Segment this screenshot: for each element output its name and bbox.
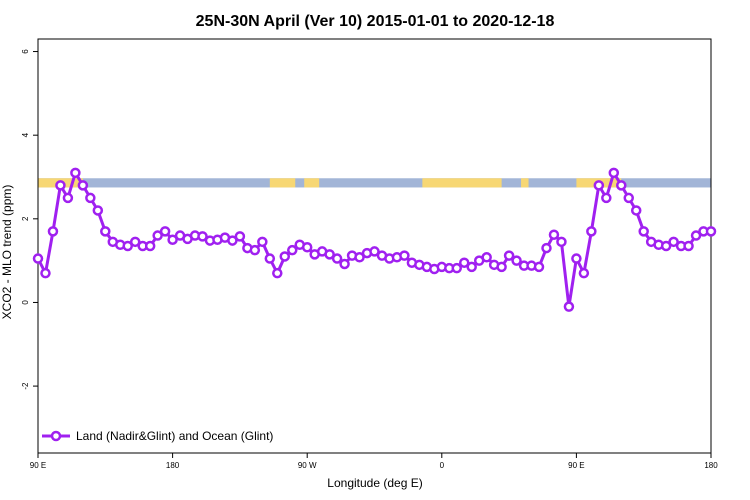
y-tick-label: 6 — [21, 49, 30, 54]
series-layer — [32, 167, 717, 312]
y-axis-label: XCO2 - MLO trend (ppm) — [0, 185, 14, 320]
data-point — [399, 250, 410, 261]
data-point — [324, 249, 335, 260]
data-point — [586, 226, 597, 237]
data-point — [578, 267, 590, 279]
data-point — [62, 192, 74, 204]
data-point — [608, 167, 620, 179]
legend-series-label: Land (Nadir&Glint) and Ocean (Glint) — [76, 429, 273, 443]
legend: Land (Nadir&Glint) and Ocean (Glint) — [42, 429, 273, 443]
data-point — [152, 230, 163, 241]
x-tick-label: 0 — [440, 461, 445, 470]
data-point — [197, 231, 208, 242]
y-tick-label: -2 — [21, 382, 30, 390]
data-point — [705, 226, 717, 237]
data-point — [40, 267, 51, 279]
data-point — [511, 255, 522, 266]
data-point — [85, 192, 96, 204]
data-point — [286, 244, 298, 256]
land-band-segment — [269, 178, 296, 188]
data-point — [638, 226, 649, 237]
data-point — [563, 301, 575, 312]
data-point — [458, 257, 470, 268]
data-point — [593, 180, 605, 191]
data-point — [354, 252, 365, 263]
data-point — [234, 231, 246, 242]
data-point — [279, 251, 291, 262]
data-point — [77, 180, 89, 191]
data-point — [541, 242, 552, 254]
data-point — [496, 261, 507, 273]
y-tick-label: 4 — [21, 132, 30, 137]
data-point — [55, 180, 66, 191]
x-tick-label: 180 — [166, 461, 180, 470]
data-point — [369, 246, 380, 257]
data-point — [683, 240, 694, 252]
data-point — [503, 250, 515, 261]
x-tick-label: 90 E — [568, 461, 584, 470]
x-tick-label: 90 W — [298, 461, 317, 470]
data-point — [571, 253, 582, 264]
data-point — [690, 230, 702, 241]
ocean-band — [38, 178, 711, 188]
land-band-segment — [422, 178, 502, 188]
legend-marker — [50, 430, 62, 442]
data-point — [466, 261, 477, 273]
data-point — [100, 226, 111, 237]
data-point — [451, 262, 463, 274]
land-band-segment — [521, 178, 529, 188]
data-point — [32, 253, 44, 264]
data-point — [144, 240, 156, 252]
data-point — [159, 226, 171, 237]
data-point — [660, 240, 672, 252]
data-point — [533, 261, 545, 273]
data-point — [249, 244, 261, 256]
data-point — [47, 226, 59, 237]
data-point — [556, 236, 567, 248]
data-point — [601, 192, 612, 204]
x-tick-label: 180 — [704, 461, 718, 470]
y-tick-label: 2 — [21, 216, 30, 221]
axes: -2 0 2 4 6 90 E 180 90 W 0 90 E 180 — [21, 38, 718, 470]
data-point — [264, 253, 276, 264]
data-point — [272, 267, 283, 279]
data-point — [623, 192, 634, 204]
land-band-segment — [304, 178, 320, 188]
data-point — [167, 234, 178, 245]
chart-title: 25N-30N April (Ver 10) 2015-01-01 to 202… — [196, 13, 555, 30]
data-point — [227, 235, 238, 246]
data-point — [301, 242, 313, 253]
data-point — [331, 253, 343, 264]
x-tick-label: 90 E — [30, 461, 46, 470]
data-point — [668, 236, 679, 248]
data-point — [339, 258, 350, 270]
y-tick-label: 0 — [21, 300, 30, 305]
data-point — [70, 167, 81, 179]
data-point — [481, 252, 492, 263]
data-point — [548, 229, 560, 240]
x-axis-label: Longitude (deg E) — [327, 476, 422, 490]
data-point — [616, 180, 627, 191]
data-point — [92, 205, 104, 216]
data-point — [129, 236, 141, 248]
data-point — [257, 236, 268, 248]
data-point — [630, 205, 642, 216]
data-point — [122, 240, 133, 252]
plot-frame — [37, 38, 712, 454]
